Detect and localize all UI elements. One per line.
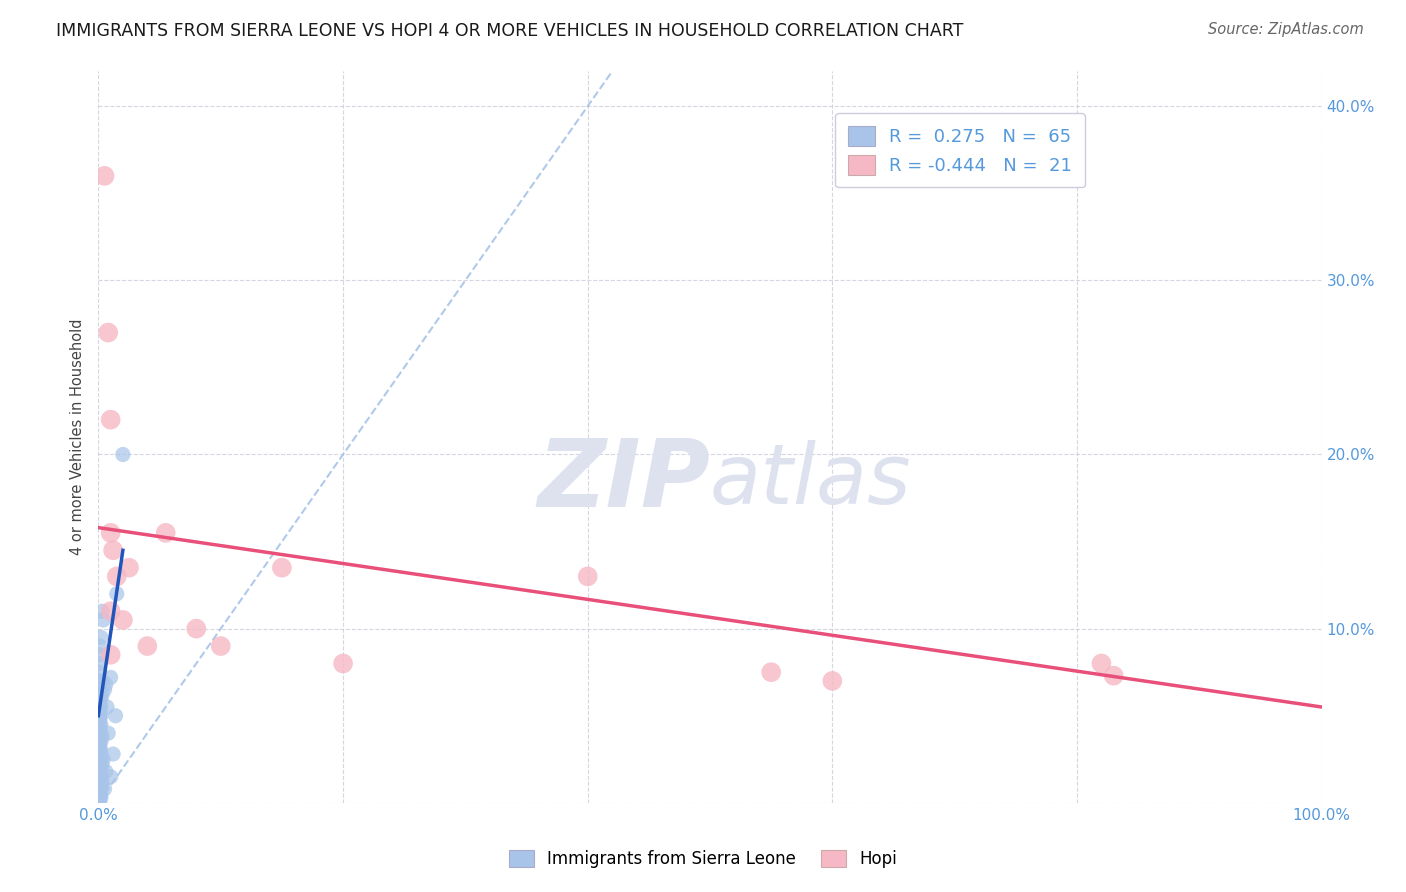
Point [89, 775, 111, 789]
Point [89, 778, 111, 792]
Point [97, 726, 120, 740]
Point [576, 569, 599, 583]
Point [100, 670, 122, 684]
Point [89, 682, 111, 697]
Point [209, 639, 232, 653]
Point [91, 752, 114, 766]
Point [89, 770, 111, 784]
Point [100, 770, 122, 784]
Point [89, 700, 111, 714]
Point [89, 783, 111, 797]
Point [90, 717, 112, 731]
Point [91, 604, 114, 618]
Point [89, 723, 111, 737]
Point [89, 708, 111, 723]
Y-axis label: 4 or more Vehicles in Household: 4 or more Vehicles in Household [70, 318, 86, 556]
Point [89, 743, 111, 757]
Point [111, 613, 134, 627]
Point [89, 673, 111, 688]
Point [155, 525, 177, 540]
Point [97, 326, 120, 340]
Point [332, 657, 354, 671]
Point [91, 775, 114, 789]
Point [93, 781, 115, 796]
Point [1102, 668, 1125, 682]
Point [90, 781, 112, 796]
Point [89, 691, 111, 706]
Point [101, 747, 124, 761]
Point [91, 757, 114, 772]
Point [91, 673, 114, 688]
Legend: Immigrants from Sierra Leone, Hopi: Immigrants from Sierra Leone, Hopi [502, 843, 904, 875]
Text: IMMIGRANTS FROM SIERRA LEONE VS HOPI 4 OR MORE VEHICLES IN HOUSEHOLD CORRELATION: IMMIGRANTS FROM SIERRA LEONE VS HOPI 4 O… [56, 22, 963, 40]
Point [89, 764, 111, 779]
Point [90, 770, 112, 784]
Point [90, 691, 112, 706]
Point [89, 752, 111, 766]
Point [93, 169, 115, 183]
Point [89, 747, 111, 761]
Point [821, 673, 844, 688]
Point [100, 648, 122, 662]
Text: ZIP: ZIP [537, 435, 710, 527]
Point [270, 560, 294, 574]
Point [91, 688, 114, 702]
Point [91, 730, 114, 744]
Point [101, 543, 124, 558]
Point [89, 787, 111, 801]
Point [104, 708, 127, 723]
Point [89, 792, 111, 806]
Point [90, 726, 112, 740]
Point [186, 622, 208, 636]
Point [90, 761, 112, 775]
Point [1090, 657, 1112, 671]
Point [94, 677, 117, 691]
Point [100, 604, 122, 618]
Point [89, 790, 111, 805]
Point [89, 665, 111, 680]
Point [89, 657, 111, 671]
Point [89, 717, 111, 731]
Point [89, 761, 111, 775]
Point [90, 735, 112, 749]
Point [89, 712, 111, 726]
Point [89, 639, 111, 653]
Point [89, 648, 111, 662]
Legend: R =  0.275   N =  65, R = -0.444   N =  21: R = 0.275 N = 65, R = -0.444 N = 21 [835, 113, 1085, 187]
Point [96, 700, 118, 714]
Point [89, 794, 111, 808]
Point [91, 613, 114, 627]
Point [89, 705, 111, 719]
Point [90, 752, 112, 766]
Point [89, 740, 111, 755]
Point [100, 525, 122, 540]
Point [90, 700, 112, 714]
Point [118, 560, 141, 574]
Point [111, 448, 134, 462]
Point [89, 730, 111, 744]
Point [93, 682, 115, 697]
Point [90, 708, 112, 723]
Point [136, 639, 159, 653]
Point [761, 665, 783, 680]
Point [90, 631, 112, 645]
Text: atlas: atlas [710, 441, 911, 522]
Point [105, 569, 128, 583]
Point [105, 587, 128, 601]
Point [90, 790, 112, 805]
Text: Source: ZipAtlas.com: Source: ZipAtlas.com [1208, 22, 1364, 37]
Point [89, 735, 111, 749]
Point [94, 764, 117, 779]
Point [100, 412, 122, 426]
Point [89, 695, 111, 709]
Point [90, 743, 112, 757]
Point [90, 787, 112, 801]
Point [90, 778, 112, 792]
